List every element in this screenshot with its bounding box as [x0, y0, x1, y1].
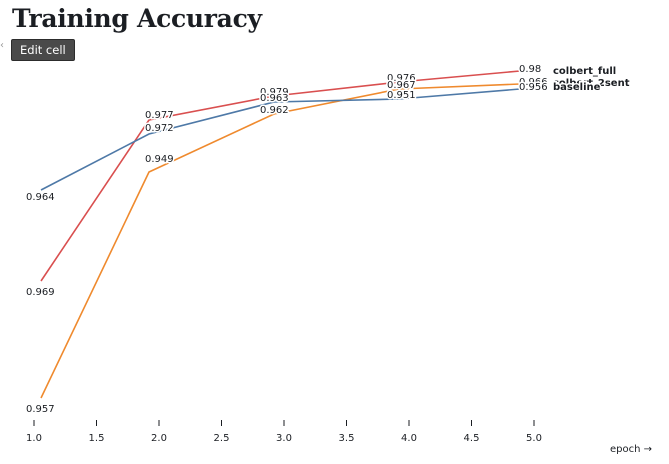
- value-label-colbert-full: 0.969: [26, 287, 55, 298]
- value-label-baseline: 0.963: [260, 93, 289, 104]
- value-label-baseline: 0.956: [519, 82, 548, 93]
- chart-title: Training Accuracy: [12, 4, 262, 33]
- x-tick-label: 4.0: [401, 433, 417, 444]
- value-label-colbert-full: 0.977: [145, 110, 174, 121]
- edit-cell-button[interactable]: Edit cell: [11, 39, 75, 61]
- value-label-colbert-2sent: 0.949: [145, 154, 174, 165]
- x-tick-label: 2.0: [151, 433, 167, 444]
- series-label-colbert-2sent: colbert_2sent: [553, 78, 630, 89]
- value-label-colbert-full: 0.976: [387, 73, 416, 84]
- x-tick-label: 4.5: [464, 433, 480, 444]
- x-tick-label: 3.5: [339, 433, 355, 444]
- x-axis-label: epoch →: [610, 444, 652, 455]
- chevron-left-icon: ‹: [0, 40, 4, 51]
- value-label-colbert-2sent: 0.957: [26, 404, 55, 415]
- x-tick-label: 1.5: [89, 433, 105, 444]
- series-label-baseline: baseline: [553, 82, 601, 93]
- value-label-baseline: 0.951: [387, 90, 416, 101]
- x-tick-label: 5.0: [526, 433, 542, 444]
- line-baseline: [40, 88, 521, 191]
- value-label-colbert-2sent: 0.962: [260, 105, 289, 116]
- value-label-baseline: 0.964: [26, 192, 55, 203]
- series-lines: [40, 70, 521, 399]
- x-tick-label: 2.5: [214, 433, 230, 444]
- value-label-colbert-2sent: 0.967: [387, 80, 416, 91]
- value-labels: 0.9690.9770.9790.9760.980.9570.9490.9620…: [25, 63, 550, 417]
- x-axis: 1.0 1.5 2.0 2.5 3.0 3.5 4.0 4.5 5.0 epoch →: [26, 420, 652, 455]
- value-label-colbert-full: 0.98: [519, 64, 541, 75]
- value-label-baseline: 0.972: [145, 123, 174, 134]
- series-label-colbert-full: colbert_full: [553, 66, 616, 77]
- line-colbert-full: [40, 70, 521, 282]
- x-tick-label: 1.0: [26, 433, 42, 444]
- value-label-colbert-2sent: 0.966: [519, 77, 548, 88]
- line-colbert-2sent: [40, 83, 521, 399]
- x-tick-label: 3.0: [276, 433, 292, 444]
- value-label-colbert-full: 0.979: [260, 87, 289, 98]
